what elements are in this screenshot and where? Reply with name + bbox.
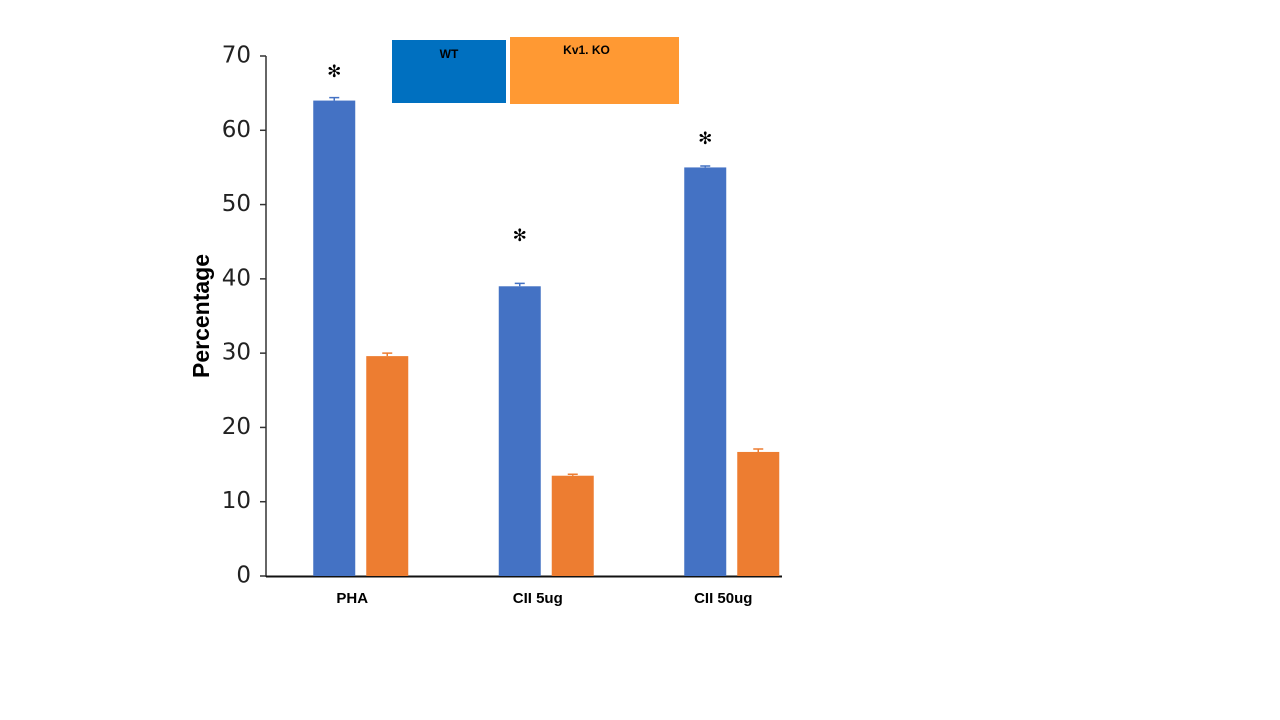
legend-label: Kv1. KO bbox=[563, 43, 610, 57]
y-tick-label: 40 bbox=[222, 265, 251, 291]
error-bar bbox=[567, 473, 578, 476]
significance-marker: ✻ bbox=[698, 129, 712, 148]
y-tick-label: 10 bbox=[222, 488, 251, 514]
error-bar bbox=[700, 165, 711, 168]
y-axis-label: Percentage bbox=[188, 254, 214, 378]
bar bbox=[737, 451, 780, 576]
x-tick-label: CII 5ug bbox=[513, 590, 563, 607]
significance-marker: ✻ bbox=[327, 62, 341, 81]
bar bbox=[498, 286, 541, 576]
error-bar bbox=[382, 352, 393, 357]
error-bar bbox=[753, 448, 764, 452]
legend-swatch bbox=[510, 37, 679, 104]
bar bbox=[551, 475, 594, 576]
legend-label: WT bbox=[440, 47, 459, 61]
legend-swatch bbox=[392, 40, 506, 103]
significance-marker: ✻ bbox=[513, 226, 527, 245]
x-tick-label: PHA bbox=[336, 590, 368, 607]
y-tick-label: 20 bbox=[222, 414, 251, 440]
x-tick-label: CII 50ug bbox=[694, 590, 752, 607]
error-bar bbox=[329, 96, 340, 101]
bar bbox=[313, 100, 356, 577]
y-tick-label: 30 bbox=[222, 340, 251, 366]
bar bbox=[684, 167, 727, 576]
y-tick-label: 0 bbox=[236, 563, 251, 589]
y-tick-label: 60 bbox=[222, 117, 251, 143]
bar bbox=[366, 356, 409, 576]
error-bar bbox=[514, 282, 525, 287]
y-tick-label: 70 bbox=[222, 43, 251, 69]
y-tick-label: 50 bbox=[222, 191, 251, 217]
